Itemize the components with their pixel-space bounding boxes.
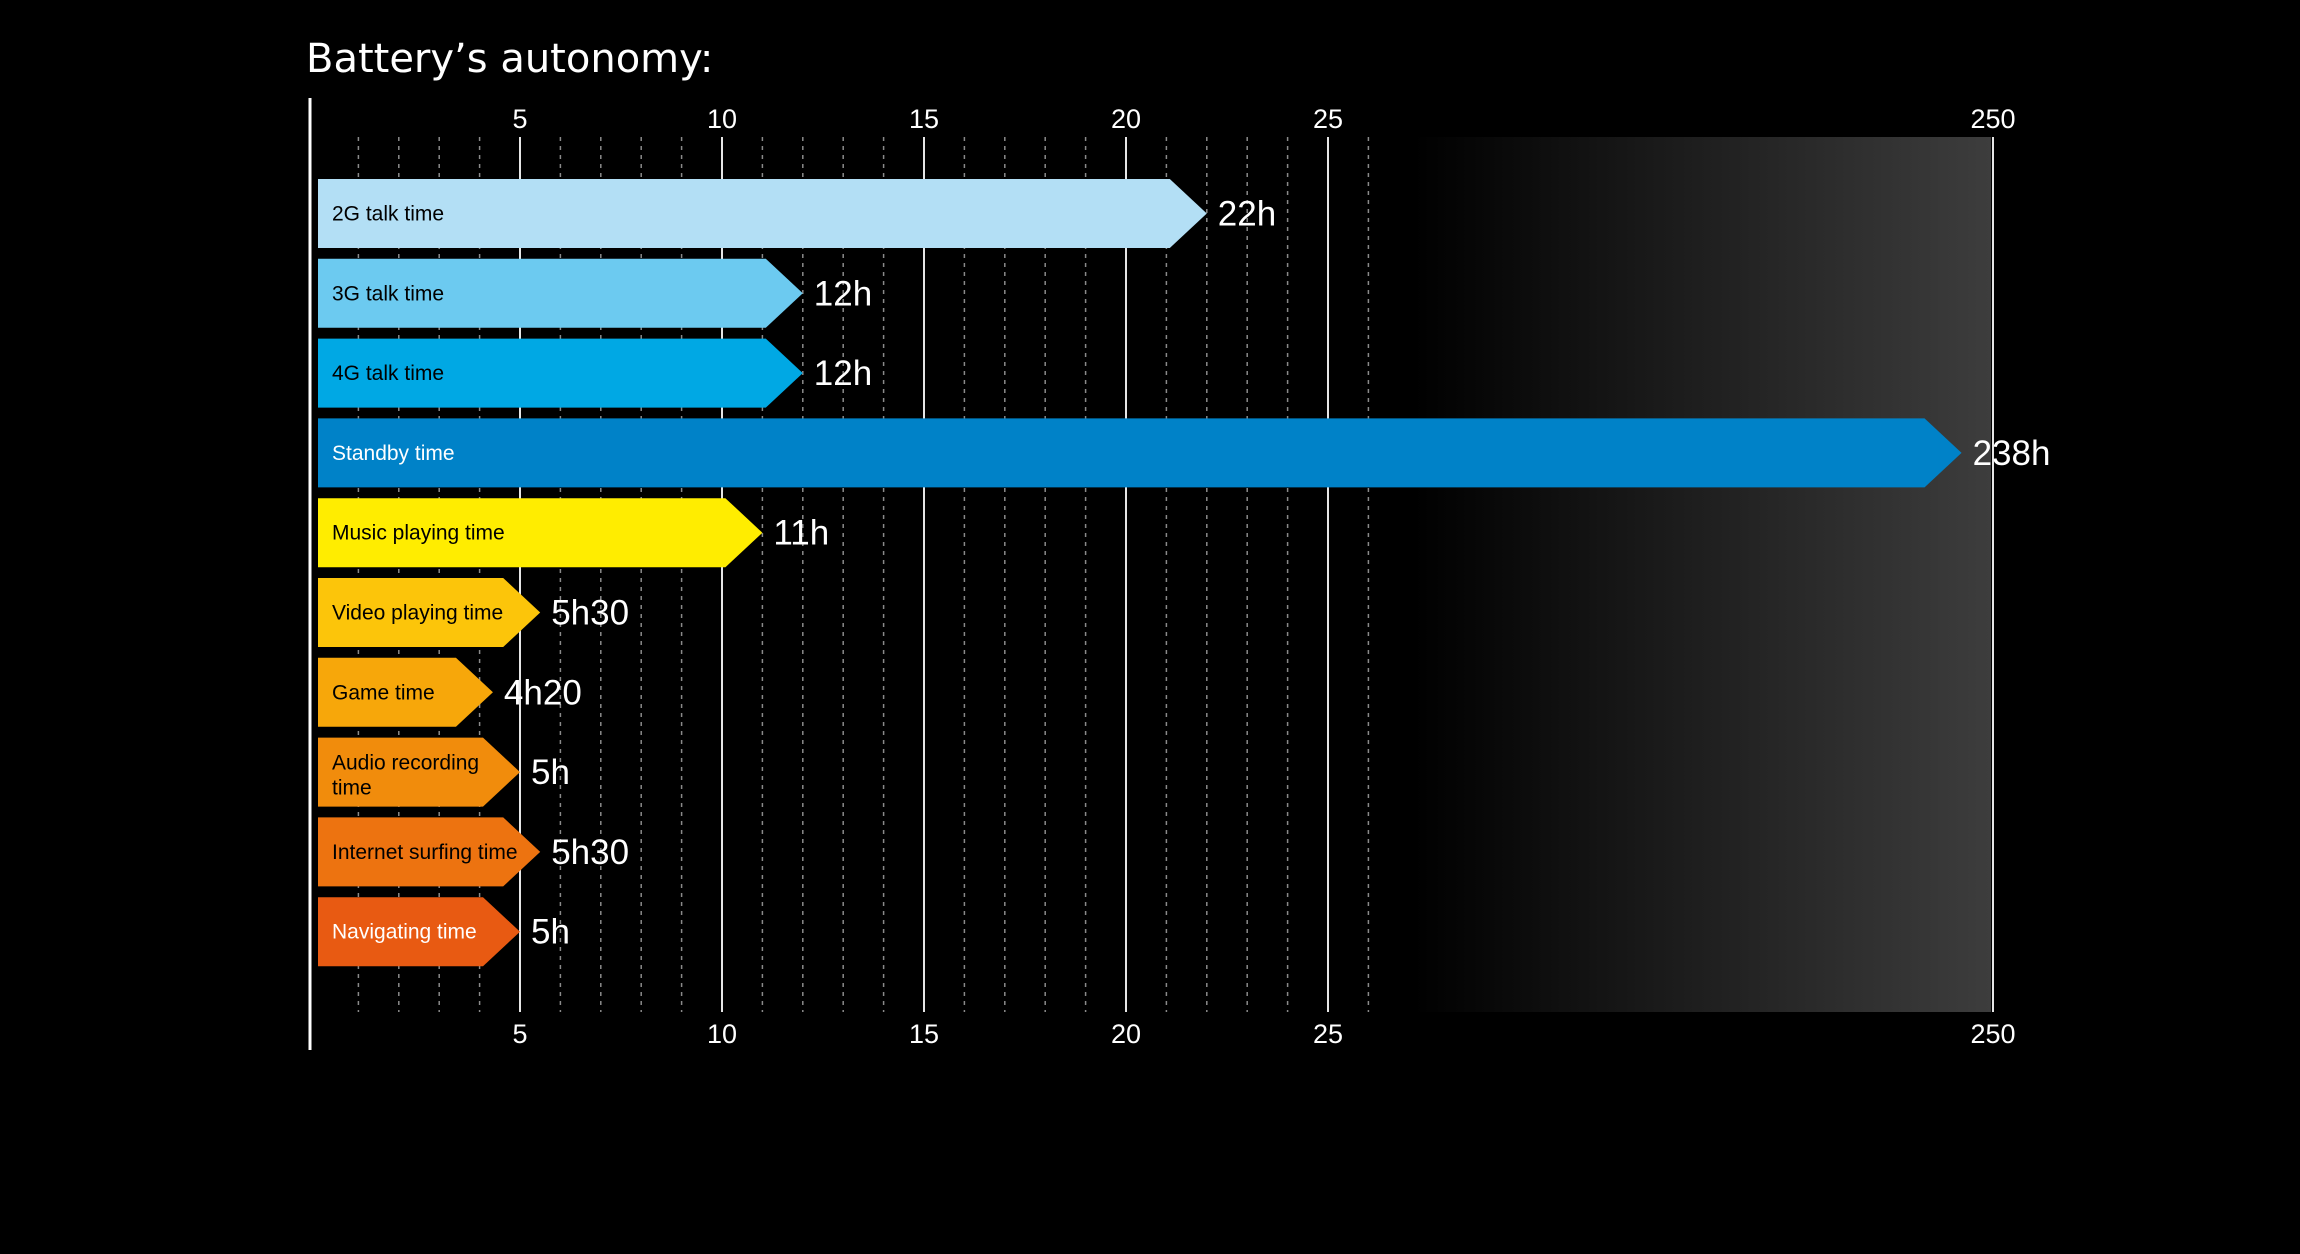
- bar-label: 4G talk time: [332, 362, 444, 385]
- axis-break-background: [1413, 137, 1991, 1012]
- bottom-tick-label: 25: [1313, 1019, 1343, 1049]
- bar: [318, 179, 1207, 248]
- value-label: 5h: [531, 913, 570, 952]
- value-label: 5h: [531, 753, 570, 792]
- bar: [318, 338, 803, 408]
- bar: [318, 258, 803, 328]
- top-tick-label: 20: [1111, 104, 1141, 134]
- bar-group: 4G talk time 12h: [318, 338, 872, 408]
- bar-group: Video playing time 5h30: [318, 578, 629, 647]
- bottom-tick-label: 20: [1111, 1019, 1141, 1049]
- bottom-tick-label: 15: [909, 1019, 939, 1049]
- bottom-tick-label: 5: [512, 1019, 527, 1049]
- top-tick-label: 25: [1313, 104, 1343, 134]
- bar: [318, 578, 541, 647]
- bar: [318, 737, 520, 807]
- bar: [318, 897, 520, 967]
- value-label: 12h: [814, 354, 872, 393]
- bar-label: Navigating time: [332, 921, 477, 944]
- bar-group: Audio recording time 5h: [318, 737, 570, 807]
- top-tick-label: 250: [1970, 104, 2015, 134]
- bar-group: Internet surfing time 5h30: [318, 817, 629, 887]
- top-tick-labels: 5 10 15 20 25 250: [512, 104, 2015, 134]
- bottom-tick-labels: 5 10 15 20 25 250: [512, 1019, 2015, 1049]
- bar-label: Standby time: [332, 442, 455, 465]
- bar-label: Music playing time: [332, 522, 505, 545]
- value-label: 12h: [814, 274, 872, 313]
- bar-group: Standby time 238h: [318, 418, 2051, 488]
- bar-group: Music playing time 11h: [318, 498, 829, 568]
- bar-group: Navigating time 5h: [318, 897, 570, 967]
- value-label: 11h: [773, 514, 829, 553]
- value-label: 22h: [1218, 195, 1276, 234]
- value-label: 5h30: [551, 594, 629, 633]
- bar: [318, 817, 541, 887]
- bar-label: 3G talk time: [332, 282, 444, 305]
- bar-label: Internet surfing time: [332, 841, 518, 864]
- top-tick-label: 10: [707, 104, 737, 134]
- top-tick-label: 5: [512, 104, 527, 134]
- bar-label: Video playing time: [332, 602, 503, 625]
- bottom-tick-label: 250: [1970, 1019, 2015, 1049]
- bar-label: Game time: [332, 681, 435, 704]
- top-tick-label: 15: [909, 104, 939, 134]
- bar-group: Game time 4h20: [318, 657, 582, 727]
- value-label: 4h20: [504, 673, 582, 712]
- bar-group: 2G talk time 22h: [318, 179, 1276, 248]
- bottom-tick-label: 10: [707, 1019, 737, 1049]
- bar: [318, 657, 493, 727]
- bar: [318, 498, 763, 568]
- bar: [318, 418, 1962, 488]
- value-label: 5h30: [551, 833, 629, 872]
- bar-label: 2G talk time: [332, 203, 444, 226]
- value-label: 238h: [1973, 434, 2051, 473]
- bar-label: Audio recording time: [332, 752, 479, 800]
- chart-title: Battery’s autonomy:: [306, 36, 713, 82]
- bar-group: 3G talk time 12h: [318, 258, 872, 328]
